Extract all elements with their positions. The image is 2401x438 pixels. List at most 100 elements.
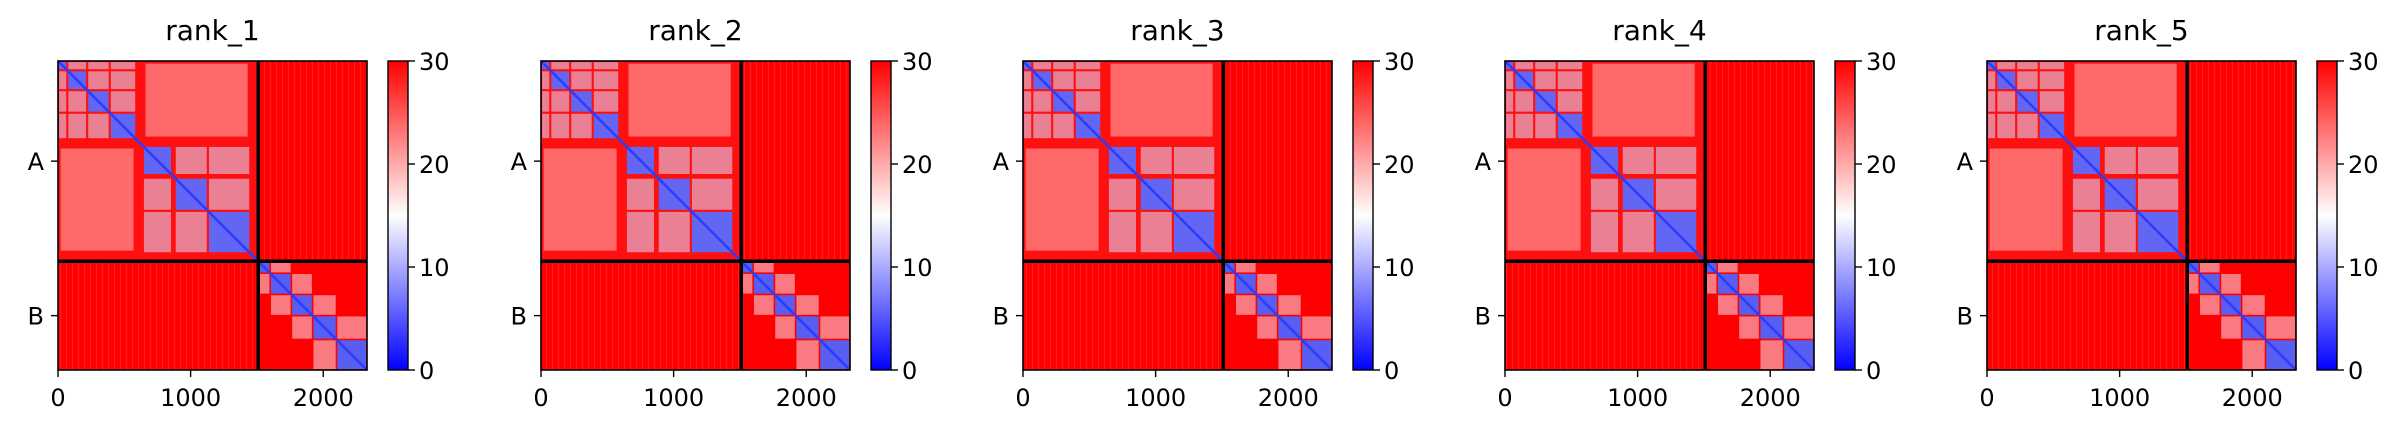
diagonal — [1022, 60, 1333, 371]
x-tick-label: 2000 — [776, 384, 837, 412]
cell-B — [1717, 295, 1738, 315]
cell-B — [2266, 316, 2296, 339]
panel-rank_2: rank_2 0 1000 2000 A B 0 10 20 30 — [511, 14, 933, 412]
cell-B — [2242, 340, 2265, 370]
cell-A — [59, 113, 67, 139]
cell-A-cross — [543, 148, 617, 251]
cell-A-cross — [1110, 63, 1213, 137]
cell-A — [571, 71, 592, 90]
x-tick-label: 2000 — [1258, 384, 1319, 412]
cell-A — [1033, 62, 1052, 70]
colorbar — [2316, 60, 2338, 371]
cell-B — [2242, 295, 2265, 315]
cell-B — [775, 316, 795, 339]
cell-A — [1515, 113, 1534, 139]
cell-A — [1506, 71, 1514, 90]
cell-A — [1108, 211, 1136, 253]
chain-label: B — [993, 303, 1009, 331]
block-B-A — [58, 261, 259, 370]
chain-label: A — [28, 148, 45, 176]
cell-A — [551, 62, 570, 70]
cell-A — [1515, 91, 1534, 112]
block-B-A — [541, 261, 742, 370]
cell-B — [2199, 262, 2220, 273]
x-tick-label: 2000 — [293, 384, 354, 412]
cell-A — [2072, 178, 2100, 210]
cell-A — [1988, 71, 1996, 90]
colorbar — [1352, 60, 1374, 371]
cell-A — [1075, 71, 1101, 90]
colorbar-tick-label: 0 — [1866, 357, 1881, 385]
cell-A-cross — [1989, 148, 2063, 251]
colorbar-tick-label: 30 — [2348, 48, 2379, 76]
cell-A-cross — [1592, 63, 1695, 137]
cell-B — [1739, 273, 1759, 294]
chart-title: rank_4 — [1612, 14, 1706, 47]
cell-A — [68, 91, 87, 112]
cell-A — [542, 91, 550, 112]
cell-A — [1033, 113, 1052, 139]
colorbar-tick-label: 20 — [1384, 151, 1415, 179]
cell-A — [1140, 211, 1172, 253]
cell-A — [593, 62, 619, 70]
cell-A — [175, 146, 207, 174]
colorbar-tick-label: 10 — [1866, 254, 1897, 282]
colorbar-tick-label: 10 — [419, 254, 450, 282]
colorbar-tick-label: 0 — [1384, 357, 1399, 385]
cell-A — [593, 71, 619, 90]
cell-A — [1024, 91, 1032, 112]
colorbar-tick-label: 10 — [902, 254, 933, 282]
cell-A — [542, 113, 550, 139]
cell-B — [796, 295, 819, 315]
cell-B — [313, 295, 336, 315]
x-tick-label: 1000 — [1125, 384, 1186, 412]
cell-A — [691, 178, 733, 210]
diagonal — [1504, 60, 1815, 371]
cell-A — [1506, 91, 1514, 112]
x-tick-label: 1000 — [160, 384, 221, 412]
cell-B — [1739, 316, 1759, 339]
cell-B — [1784, 316, 1814, 339]
colorbar — [870, 60, 892, 371]
cell-B — [2221, 273, 2241, 294]
cell-A — [1622, 211, 1654, 253]
cell-B — [1257, 316, 1277, 339]
cell-A — [571, 62, 592, 70]
cell-A — [1997, 62, 2016, 70]
x-tick-label: 0 — [533, 384, 548, 412]
cell-B — [820, 316, 850, 339]
cell-A — [1622, 146, 1654, 174]
cell-A — [175, 211, 207, 253]
block-B-A — [1987, 261, 2188, 370]
cell-A — [2104, 146, 2136, 174]
cell-B — [1235, 262, 1256, 273]
cell-A — [1988, 113, 1996, 139]
block-A-B — [1705, 61, 1814, 262]
cell-A — [542, 71, 550, 90]
cell-B — [270, 295, 291, 315]
cell-A-cross — [1025, 148, 1099, 251]
x-tick-label: 2000 — [2222, 384, 2283, 412]
panel-rank_4: rank_4 0 1000 2000 A B 0 10 20 30 — [1475, 14, 1897, 412]
cell-B — [313, 340, 336, 370]
cell-A-cross — [2074, 63, 2177, 137]
cell-B — [1278, 340, 1301, 370]
cell-A — [2017, 71, 2038, 90]
cell-A — [1024, 71, 1032, 90]
cell-A — [208, 146, 250, 174]
axes-frame — [57, 60, 368, 371]
cell-A — [1075, 62, 1101, 70]
chain-label: A — [1957, 148, 1974, 176]
cell-B — [292, 273, 312, 294]
cell-B — [259, 273, 270, 294]
cell-B — [1706, 273, 1717, 294]
cell-A — [110, 71, 136, 90]
axes-frame — [1986, 60, 2297, 371]
cell-A — [658, 146, 690, 174]
cell-A — [1535, 71, 1556, 90]
cell-A — [2039, 71, 2065, 90]
cell-B — [753, 262, 774, 273]
diagonal — [540, 60, 851, 371]
colorbar-tick-label: 20 — [1866, 151, 1897, 179]
